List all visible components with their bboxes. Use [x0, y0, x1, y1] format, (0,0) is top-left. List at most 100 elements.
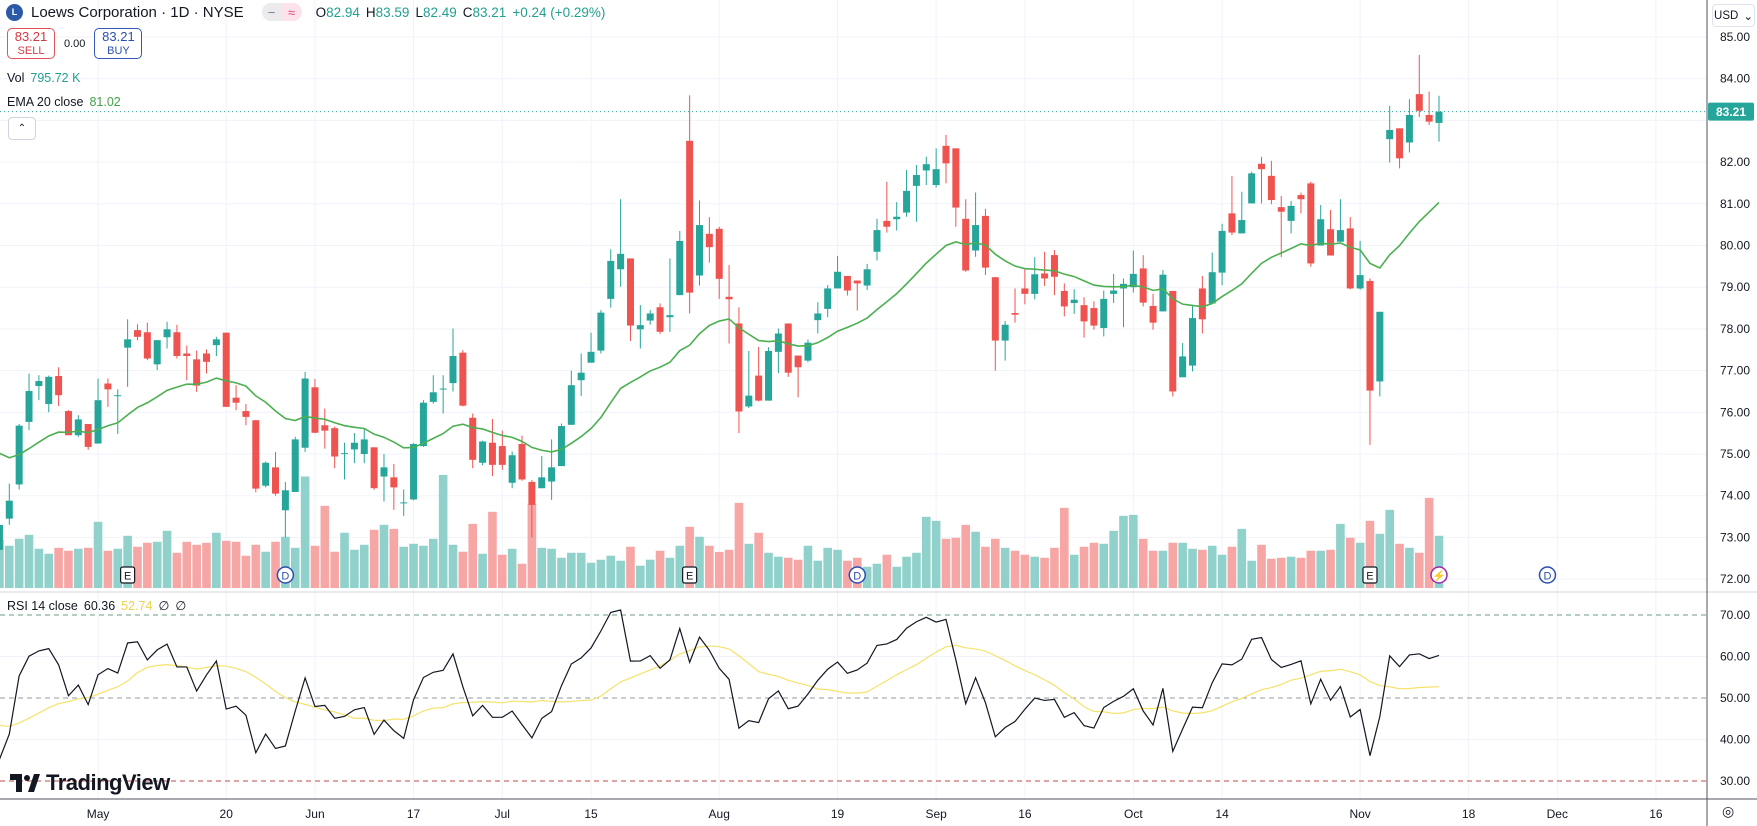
candle-body	[814, 313, 822, 321]
rsi-ma-value: 52.74	[121, 599, 153, 613]
volume-bar	[192, 544, 201, 588]
volume-bar	[1198, 549, 1207, 588]
candle	[597, 310, 605, 354]
buy-price: 83.21	[102, 29, 135, 44]
candle	[341, 442, 349, 480]
volume-bar	[941, 538, 951, 588]
minus-icon[interactable]: −	[261, 3, 282, 21]
candle	[449, 328, 457, 392]
price-axis-label: 75.00	[1720, 447, 1750, 461]
candle-body	[587, 351, 595, 363]
candle	[646, 310, 654, 325]
candle	[153, 340, 161, 371]
candle-body	[321, 425, 329, 431]
time-axis-label: Dec	[1547, 807, 1568, 821]
candle	[479, 440, 487, 466]
chart-type-toggle[interactable]: − ≈	[261, 3, 302, 21]
candle	[104, 378, 112, 407]
ema-line	[0, 201, 1440, 459]
volume-bar	[5, 545, 14, 588]
candle-body	[745, 395, 753, 407]
earnings-icon	[1362, 566, 1378, 584]
symbol-title[interactable]: Loews Corporation · 1D · NYSE	[31, 3, 244, 21]
candle-body	[1405, 114, 1413, 143]
volume-bar	[991, 538, 1000, 588]
candle	[173, 324, 181, 359]
candle	[94, 378, 102, 444]
candle-body	[252, 420, 260, 489]
event-marker-earnings[interactable]: E	[682, 566, 698, 584]
volume-bar	[1109, 530, 1118, 588]
volume-bar	[448, 544, 458, 588]
candle-body	[35, 381, 43, 387]
event-marker-dividend[interactable]: D	[1538, 566, 1557, 584]
candle	[498, 430, 506, 470]
wave-icon[interactable]: ≈	[281, 3, 302, 21]
volume-bar	[369, 529, 379, 588]
volume-bar	[1119, 515, 1128, 588]
candle	[1435, 95, 1443, 142]
candle-body	[893, 216, 901, 220]
ema-legend[interactable]: EMA 20 close 81.02	[7, 95, 121, 109]
ema-legend-label: EMA 20 close	[7, 95, 84, 109]
event-marker-dividend[interactable]: D	[276, 566, 295, 584]
rsi-ma-line	[0, 644, 1440, 727]
volume-bar	[1326, 549, 1335, 588]
candle	[291, 436, 299, 492]
time-axis-label: 20	[220, 807, 234, 821]
rsi-legend[interactable]: RSI 14 close 60.36 52.74 ∅ ∅	[7, 598, 186, 613]
volume-bar	[1365, 520, 1375, 588]
candle	[459, 350, 467, 407]
trade-panel: 83.21 SELL 0.00 83.21 BUY	[7, 28, 143, 59]
last-price-tag-label: 83.21	[1716, 105, 1746, 119]
candle	[557, 423, 565, 467]
candle-body	[1228, 213, 1236, 233]
tradingview-logo[interactable]: TradingView	[10, 770, 170, 796]
candle	[0, 524, 3, 550]
volume-bar	[645, 559, 655, 588]
event-marker-dividend[interactable]: D	[848, 566, 867, 584]
candle	[1238, 191, 1246, 234]
candle-body	[1346, 228, 1354, 289]
volume-bar	[152, 541, 162, 588]
volume-legend[interactable]: Vol 795.72 K	[7, 71, 80, 85]
event-marker-earnings[interactable]: E	[1362, 566, 1378, 584]
volume-bar	[567, 552, 576, 588]
price-axis-label: 76.00	[1720, 405, 1750, 419]
rsi-extra-1: ∅	[158, 599, 170, 613]
candle	[1277, 195, 1285, 258]
candle-body	[972, 225, 980, 251]
price-axis-label: 84.00	[1720, 72, 1750, 86]
candle	[981, 208, 989, 276]
candle	[488, 418, 496, 477]
volume-bar	[350, 549, 359, 588]
candle	[410, 443, 418, 501]
open-label: O	[315, 4, 327, 20]
volume-bar	[478, 553, 487, 588]
candle	[705, 217, 713, 263]
volume-bar	[133, 546, 142, 588]
event-marker-earnings[interactable]: E	[120, 566, 136, 584]
volume-bar	[438, 474, 448, 588]
candle	[1228, 175, 1236, 236]
candle	[1011, 288, 1019, 323]
candle	[745, 351, 753, 409]
candle-body	[1366, 280, 1374, 391]
buy-button[interactable]: 83.21 BUY	[94, 28, 143, 59]
time-axis-label: 15	[584, 807, 598, 821]
event-marker-news[interactable]: ⚡	[1430, 566, 1448, 584]
sell-button[interactable]: 83.21 SELL	[7, 28, 55, 59]
currency-select[interactable]: USD ⌄	[1712, 4, 1755, 27]
volume-bar	[83, 547, 93, 588]
collapse-legend-button[interactable]: ⌃	[8, 117, 36, 140]
volume-bar	[665, 557, 675, 588]
candle	[1080, 297, 1088, 338]
volume-bar	[14, 538, 24, 588]
settings-icon[interactable]: ◎	[1722, 803, 1735, 819]
candle	[1001, 320, 1009, 361]
candle-body	[538, 477, 546, 489]
candle	[321, 408, 329, 449]
volume-bar	[1168, 542, 1178, 588]
volume-bar	[1030, 556, 1040, 588]
